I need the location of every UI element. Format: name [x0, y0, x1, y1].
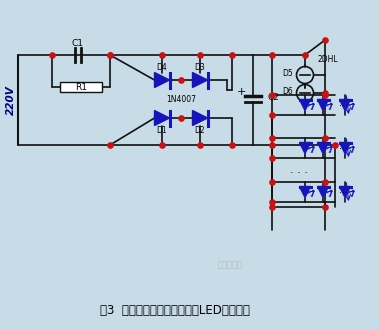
Text: ...: ...	[338, 141, 348, 151]
Polygon shape	[155, 111, 169, 125]
Text: 1N4007: 1N4007	[166, 94, 196, 104]
Text: D1: D1	[157, 126, 167, 135]
Text: 图3  基于恒流二极管的小功率LED驱动电路: 图3 基于恒流二极管的小功率LED驱动电路	[100, 304, 249, 316]
Text: 220V: 220V	[6, 85, 16, 115]
Text: C2: C2	[267, 92, 279, 102]
Polygon shape	[299, 100, 310, 111]
Text: . . .: . . .	[290, 165, 307, 175]
Text: R1: R1	[75, 82, 87, 91]
Text: ...: ...	[338, 98, 348, 108]
Polygon shape	[318, 143, 329, 153]
Text: D5: D5	[282, 70, 293, 79]
Polygon shape	[340, 186, 351, 197]
Polygon shape	[155, 73, 169, 87]
Bar	[60, 82, 102, 92]
Polygon shape	[299, 186, 310, 197]
Text: D6: D6	[282, 87, 293, 96]
Text: +: +	[236, 87, 246, 97]
Text: D2: D2	[195, 126, 205, 135]
Polygon shape	[299, 143, 310, 153]
Text: 电子发烧友: 电子发烧友	[218, 260, 243, 270]
Polygon shape	[340, 100, 351, 111]
Polygon shape	[193, 73, 207, 87]
Polygon shape	[340, 143, 351, 153]
Polygon shape	[318, 186, 329, 197]
Text: D3: D3	[195, 63, 205, 72]
Text: 2DHL: 2DHL	[317, 55, 338, 64]
Polygon shape	[193, 111, 207, 125]
Text: D4: D4	[157, 63, 168, 72]
Text: C1: C1	[72, 40, 84, 49]
Polygon shape	[318, 100, 329, 111]
Text: ...: ...	[338, 185, 348, 195]
